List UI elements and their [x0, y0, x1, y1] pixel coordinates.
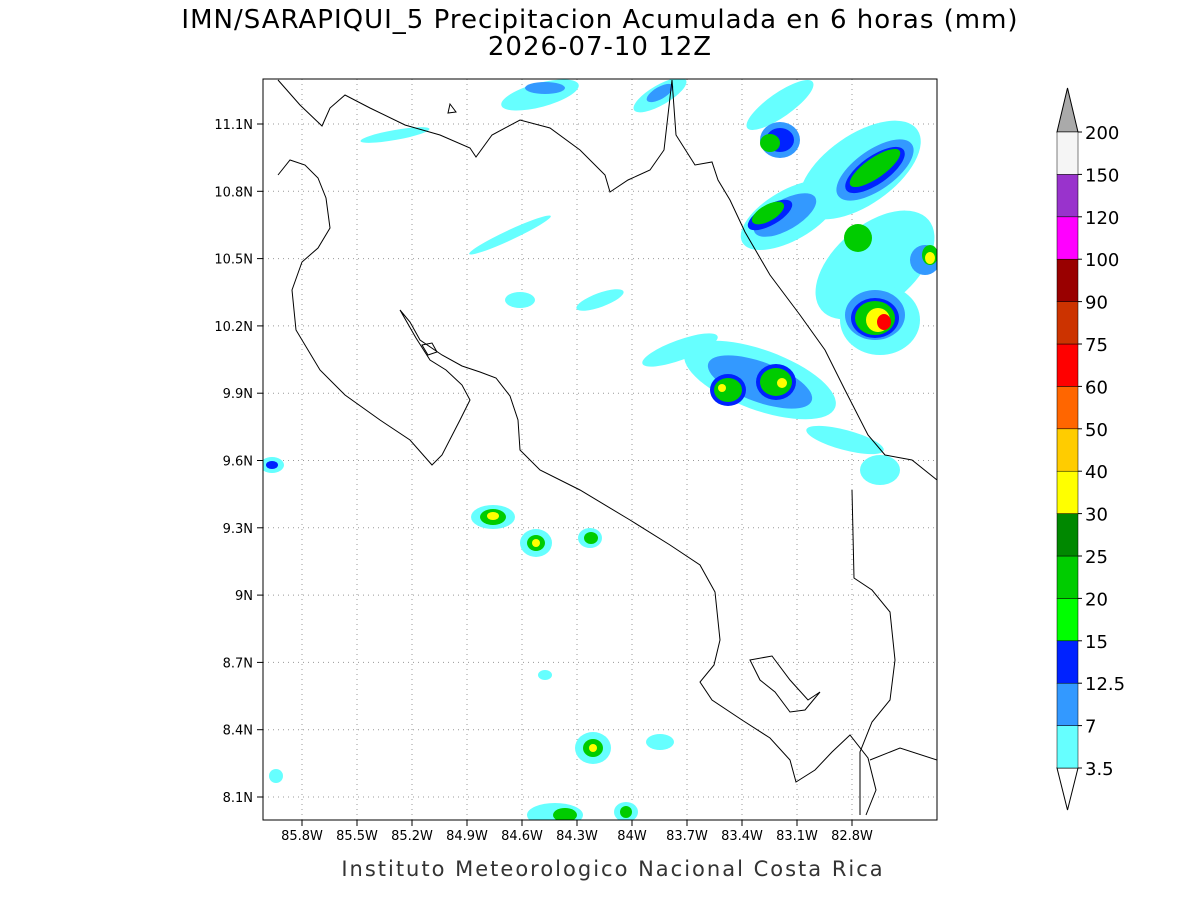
x-tick-label: 82.8W — [831, 829, 873, 844]
colorbar-label: 150 — [1085, 165, 1119, 186]
colorbar-segment — [1056, 640, 1079, 684]
colorbar-segment — [1056, 258, 1079, 302]
y-tick-label: 11.1N — [214, 118, 253, 133]
y-tick-label: 8.1N — [223, 791, 253, 806]
colorbar-over — [1056, 87, 1079, 133]
y-tick-label: 10.2N — [214, 320, 253, 335]
y-tick-label: 9N — [235, 589, 253, 604]
colorbar-label: 30 — [1085, 505, 1108, 526]
colorbar-segment — [1056, 343, 1079, 387]
colorbar-segment — [1056, 470, 1079, 514]
colorbar-label: 12.5 — [1085, 674, 1125, 695]
precipitation — [263, 79, 937, 820]
x-tick-label: 83.4W — [721, 829, 763, 844]
x-tick-label: 83.7W — [666, 829, 708, 844]
colorbar-label: 3.5 — [1085, 759, 1114, 780]
colorbar-label: 15 — [1085, 632, 1108, 653]
colorbar-segment — [1056, 598, 1079, 642]
colorbar-label: 200 — [1085, 123, 1119, 144]
x-tick-label: 85.2W — [391, 829, 433, 844]
y-tick-label: 9.9N — [223, 387, 253, 402]
colorbar-label: 50 — [1085, 420, 1108, 441]
colorbar-label: 60 — [1085, 377, 1108, 398]
y-tick-label: 8.7N — [223, 656, 253, 671]
colorbar: 3.5 7 12.5 15 20 25 30 40 50 60 75 90 100 120 150 200 — [1056, 87, 1125, 811]
colorbar-segment — [1056, 555, 1079, 599]
subtitle: 2026-07-10 12Z — [488, 32, 712, 62]
colorbar-segment — [1056, 725, 1079, 769]
colorbar-segment — [1056, 301, 1079, 345]
map: 85.8W 85.5W 85.2W 84.9W 84.6W 84.3W 84W 83.7W 83… — [214, 78, 938, 844]
colorbar-segment — [1056, 174, 1079, 218]
x-tick-label: 85.5W — [336, 829, 378, 844]
colorbar-segment — [1056, 386, 1079, 430]
colorbar-label: 20 — [1085, 589, 1108, 610]
colorbar-segment — [1056, 513, 1079, 557]
x-tick-label: 83.1W — [776, 829, 818, 844]
footer: Instituto Meteorologico Nacional Costa R… — [341, 857, 884, 881]
x-tick-label: 84W — [617, 829, 647, 844]
colorbar-label: 120 — [1085, 208, 1119, 229]
x-tick-label: 84.3W — [556, 829, 598, 844]
colorbar-label: 7 — [1085, 717, 1096, 738]
y-tick-label: 8.4N — [223, 724, 253, 739]
x-tick-label: 84.9W — [446, 829, 488, 844]
y-tick-label: 9.3N — [223, 522, 253, 537]
x-tick-label: 84.6W — [501, 829, 543, 844]
colorbar-segment — [1056, 428, 1079, 472]
map-frame — [262, 78, 938, 821]
colorbar-label: 25 — [1085, 547, 1108, 568]
y-tick-label: 9.6N — [223, 455, 253, 470]
colorbar-label: 100 — [1085, 250, 1119, 271]
colorbar-segment — [1056, 682, 1079, 726]
colorbar-label: 90 — [1085, 293, 1108, 314]
colorbar-under — [1056, 767, 1079, 811]
x-tick-label: 85.8W — [281, 829, 323, 844]
colorbar-segment — [1056, 131, 1079, 175]
colorbar-label: 40 — [1085, 462, 1108, 483]
axis-ticks: 85.8W 85.5W 85.2W 84.9W 84.6W 84.3W 84W 83.7W 83… — [214, 118, 873, 844]
coastlines — [277, 79, 937, 816]
y-tick-label: 10.8N — [214, 185, 253, 200]
title: IMN/SARAPIQUI_5 Precipitacion Acumulada … — [181, 5, 1018, 35]
colorbar-label: 75 — [1085, 335, 1108, 356]
colorbar-segment — [1056, 216, 1079, 260]
y-tick-label: 10.5N — [214, 253, 253, 268]
